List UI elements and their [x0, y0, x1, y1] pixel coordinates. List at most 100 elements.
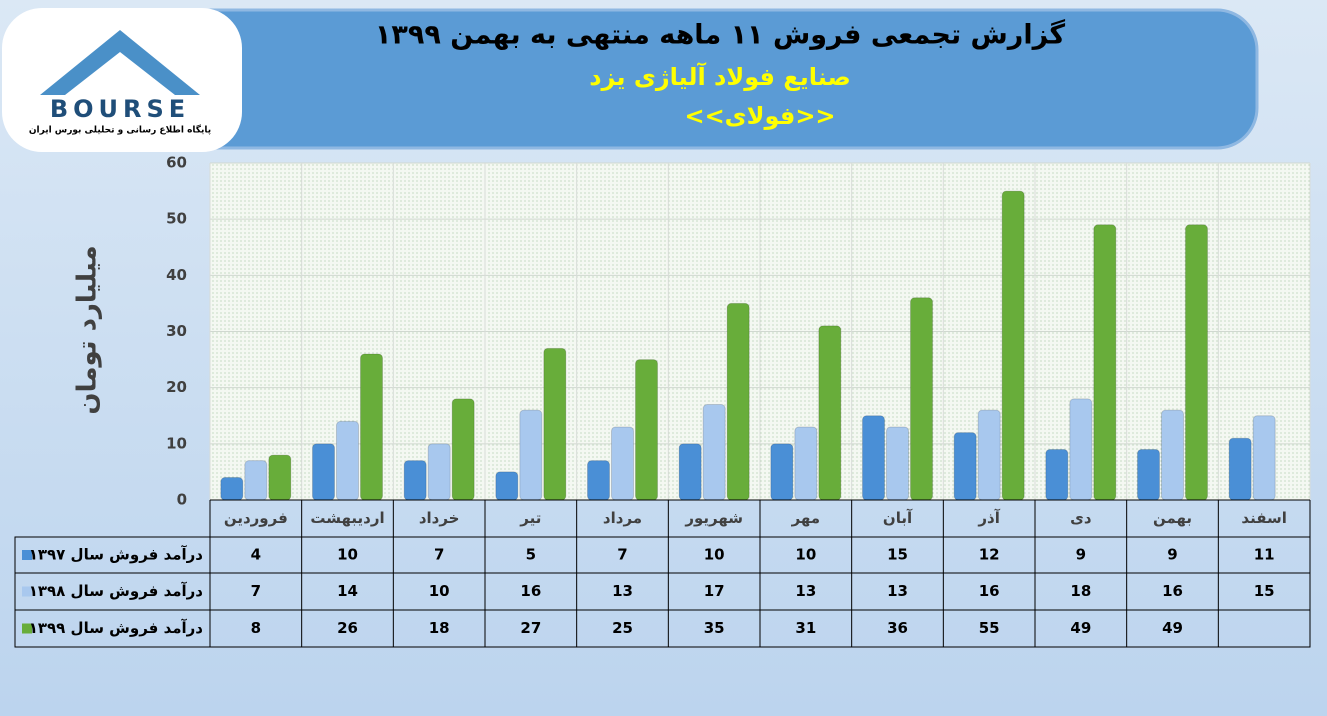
table-cell: 26 [337, 619, 358, 637]
y-tick-label: 20 [166, 378, 187, 396]
table-cell: 13 [612, 582, 633, 600]
legend-label: درآمد فروش سال ۱۳۹۹ [29, 619, 204, 637]
table-cell: 55 [979, 619, 1000, 637]
bar [1069, 398, 1093, 501]
table-cell: 11 [1254, 546, 1275, 564]
x-tick-label: مهر [791, 509, 821, 527]
y-tick-label: 50 [166, 210, 187, 228]
bar [1228, 437, 1252, 501]
x-tick-label: اردیبهشت [310, 509, 384, 527]
bar [587, 460, 610, 501]
legend-label: درآمد فروش سال ۱۳۹۷ [29, 546, 204, 564]
table-cell: 9 [1076, 546, 1086, 564]
table-cell: 12 [979, 546, 1000, 564]
bar [1252, 415, 1276, 501]
table-cell: 10 [429, 582, 450, 600]
table-cell: 15 [887, 546, 908, 564]
bar [360, 353, 383, 501]
legend-label: درآمد فروش سال ۱۳۹۸ [29, 582, 204, 600]
bar [543, 347, 567, 501]
table-cell: 16 [1162, 582, 1183, 600]
table-cell: 27 [520, 619, 541, 637]
table-cell: 7 [251, 582, 261, 600]
bar [702, 404, 726, 501]
table-cell: 49 [1070, 619, 1091, 637]
y-axis-label: میلیارد تومان [73, 245, 103, 414]
x-tick-label: خرداد [419, 509, 460, 527]
table-cell: 7 [617, 546, 627, 564]
y-tick-label: 10 [166, 434, 187, 452]
bar [953, 432, 977, 501]
legend-swatch [22, 623, 32, 634]
bar [1137, 448, 1160, 501]
bar [312, 443, 335, 501]
bar [862, 415, 885, 501]
table-cell: 18 [1070, 582, 1091, 600]
bar [611, 426, 634, 501]
bar [726, 302, 750, 501]
legend-swatch [22, 550, 32, 560]
bar [635, 359, 658, 501]
x-tick-label: بهمن [1153, 509, 1192, 527]
table-cell: 25 [612, 619, 633, 637]
logo-tagline: پایگاه اطلاع رسانی و تحلیلی بورس ایران [29, 124, 211, 136]
table-cell: 5 [526, 546, 536, 564]
chart-subtitle: <<فولای>> [684, 102, 835, 130]
logo-box [2, 8, 242, 152]
table-cell: 7 [434, 546, 444, 564]
table-cell: 16 [520, 582, 541, 600]
x-tick-label: فروردین [224, 509, 288, 527]
legend-swatch [22, 586, 32, 597]
table-cell: 14 [337, 582, 358, 600]
x-tick-label: شهریور [684, 509, 743, 527]
chart-subtitle: صنایع فولاد آلیاژی یزد [589, 62, 851, 91]
bar [244, 460, 268, 501]
bar [1093, 224, 1117, 501]
bar [427, 443, 451, 501]
bar [794, 426, 818, 501]
table-cell: 31 [795, 619, 816, 637]
bar [1185, 224, 1208, 501]
table-cell: 36 [887, 619, 908, 637]
table-cell: 10 [704, 546, 725, 564]
bar [1001, 190, 1025, 501]
bar [1161, 409, 1184, 501]
y-tick-label: 30 [166, 322, 187, 340]
table-cell: 16 [979, 582, 1000, 600]
bar [403, 460, 427, 501]
x-tick-label: آبان [883, 509, 913, 527]
table-cell: 9 [1167, 546, 1177, 564]
x-tick-label: دی [1070, 509, 1092, 527]
bar [220, 477, 244, 501]
bar [770, 443, 794, 501]
table-cell: 15 [1254, 582, 1275, 600]
bar [268, 454, 292, 501]
logo-text: BOURSE [50, 95, 190, 123]
bar [818, 325, 842, 501]
y-tick-label: 0 [177, 491, 187, 509]
table-cell: 10 [795, 546, 816, 564]
bar [1045, 448, 1069, 501]
table-cell: 35 [704, 619, 725, 637]
y-tick-label: 40 [166, 266, 187, 284]
bar [495, 471, 519, 501]
x-tick-label: اسفند [1241, 509, 1286, 527]
bar [910, 297, 933, 501]
bar [336, 420, 359, 501]
table-cell: 10 [337, 546, 358, 564]
bar [977, 409, 1001, 501]
bar [451, 398, 475, 501]
table-cell: 49 [1162, 619, 1183, 637]
logo-shape [40, 30, 200, 95]
chart-title: گزارش تجمعی فروش ۱۱ ماهه منتهی به بهمن ۱… [375, 19, 1065, 51]
table-cell: 18 [429, 619, 450, 637]
bar [886, 426, 909, 501]
y-tick-label: 60 [166, 154, 187, 172]
table-cell: 13 [795, 582, 816, 600]
bar [678, 443, 702, 501]
table-cell: 8 [251, 619, 261, 637]
table-cell: 13 [887, 582, 908, 600]
x-tick-label: آذر [977, 509, 1000, 527]
bar [519, 409, 543, 501]
